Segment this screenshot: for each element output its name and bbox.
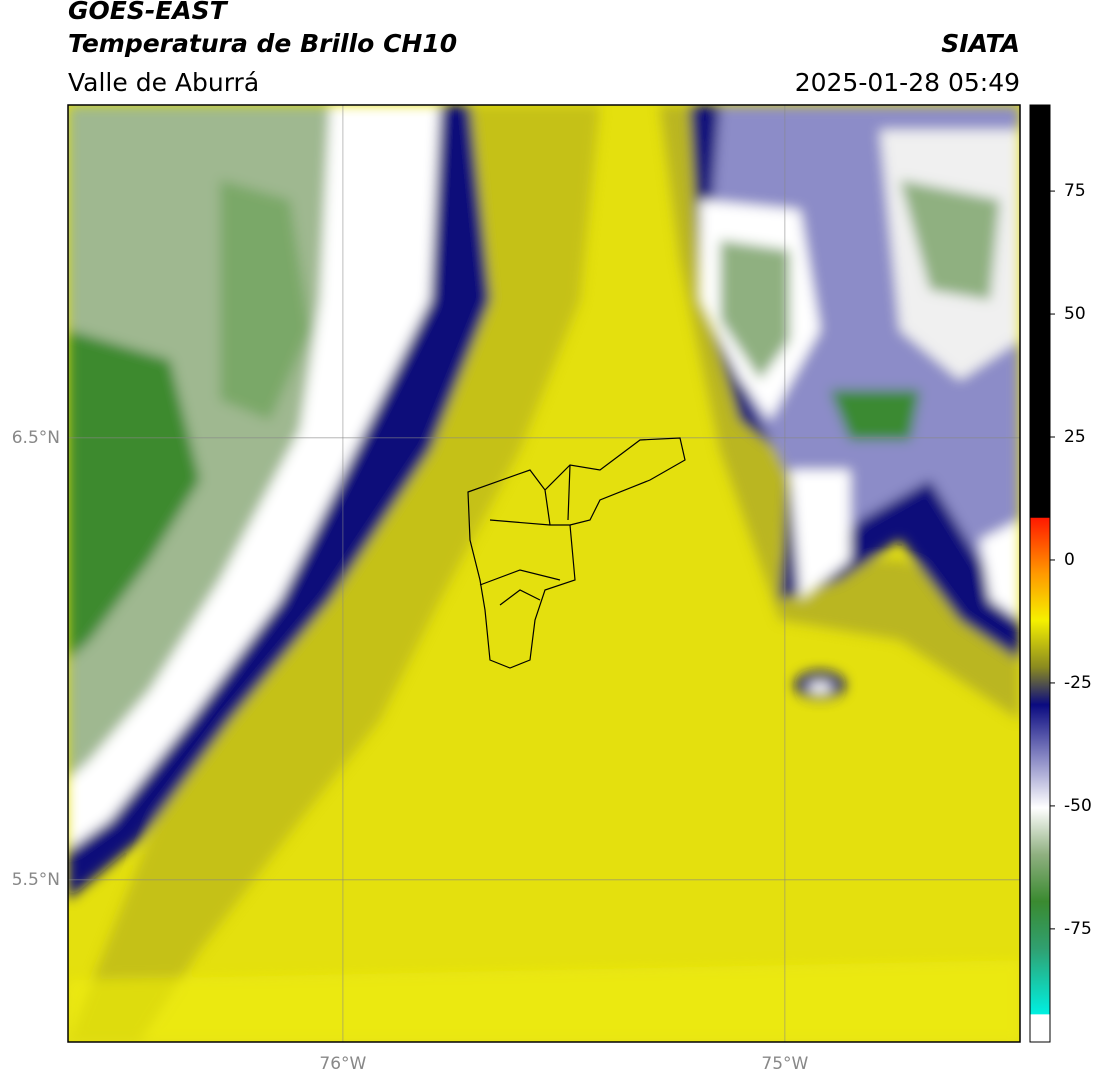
map-frame xyxy=(67,104,1021,1043)
timestamp: 2025-01-28 05:49 xyxy=(795,68,1020,97)
x-tick-label: 75°W xyxy=(761,1054,808,1074)
source: SIATA xyxy=(941,29,1020,58)
region: Valle de Aburrá xyxy=(68,68,259,97)
colorbar-tick-label: 0 xyxy=(1064,550,1075,570)
colorbar-tick-label: 25 xyxy=(1064,427,1086,447)
subtitle: Temperatura de Brillo CH10 xyxy=(68,29,457,58)
colorbar-tick-label: 50 xyxy=(1064,304,1086,324)
municipality-borders xyxy=(467,437,686,669)
graticule xyxy=(68,105,1020,1042)
title: GOES-EAST xyxy=(68,0,229,25)
colorbar-tick-label: -50 xyxy=(1064,796,1092,816)
temperature-field xyxy=(68,105,1020,1042)
colorbar-tick-label: -25 xyxy=(1064,673,1092,693)
colorbar-tick-label: 75 xyxy=(1064,181,1086,201)
colorbar xyxy=(1029,104,1051,1043)
colorbar-tick-label: -75 xyxy=(1064,919,1092,939)
x-tick-label: 76°W xyxy=(319,1054,366,1074)
y-tick-label: 5.5°N xyxy=(12,870,60,890)
y-tick-label: 6.5°N xyxy=(12,428,60,448)
